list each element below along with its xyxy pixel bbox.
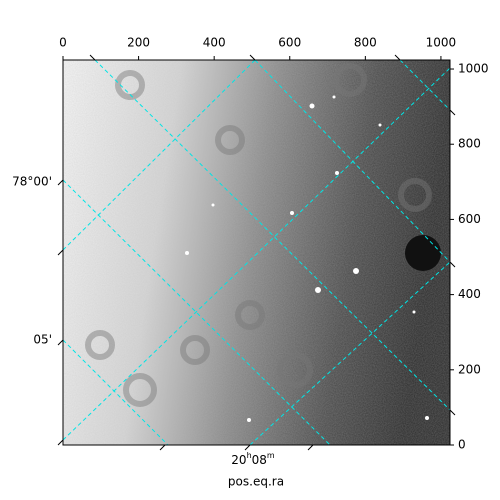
x-tick-label: 200 bbox=[127, 36, 150, 50]
ra-part: m bbox=[267, 451, 275, 460]
ra-part: h bbox=[247, 451, 252, 460]
y-tick-label: 1000 bbox=[458, 62, 489, 76]
y-tick-label: 200 bbox=[458, 362, 481, 376]
ra-part: 08 bbox=[252, 453, 267, 467]
x-tick-label: 400 bbox=[203, 36, 226, 50]
y-tick-label: 800 bbox=[458, 137, 481, 151]
dec-tick-label: 05' bbox=[33, 333, 52, 347]
x-tick-label: 600 bbox=[278, 36, 301, 50]
x-tick-label: 1000 bbox=[426, 36, 457, 50]
dec-tick-label: 78°00' bbox=[12, 175, 52, 189]
x-tick-label: 0 bbox=[59, 36, 67, 50]
frame bbox=[62, 59, 451, 446]
ra-tick-label: 20h08m bbox=[231, 451, 275, 467]
y-tick-label: 0 bbox=[458, 438, 466, 452]
y-tick-label: 400 bbox=[458, 287, 481, 301]
x-axis-label: pos.eq.ra bbox=[228, 475, 284, 489]
x-tick-label: 800 bbox=[354, 36, 377, 50]
image bbox=[63, 60, 450, 445]
world-ticks bbox=[57, 54, 456, 451]
y-tick-label: 600 bbox=[458, 212, 481, 226]
ra-part: 20 bbox=[231, 453, 246, 467]
